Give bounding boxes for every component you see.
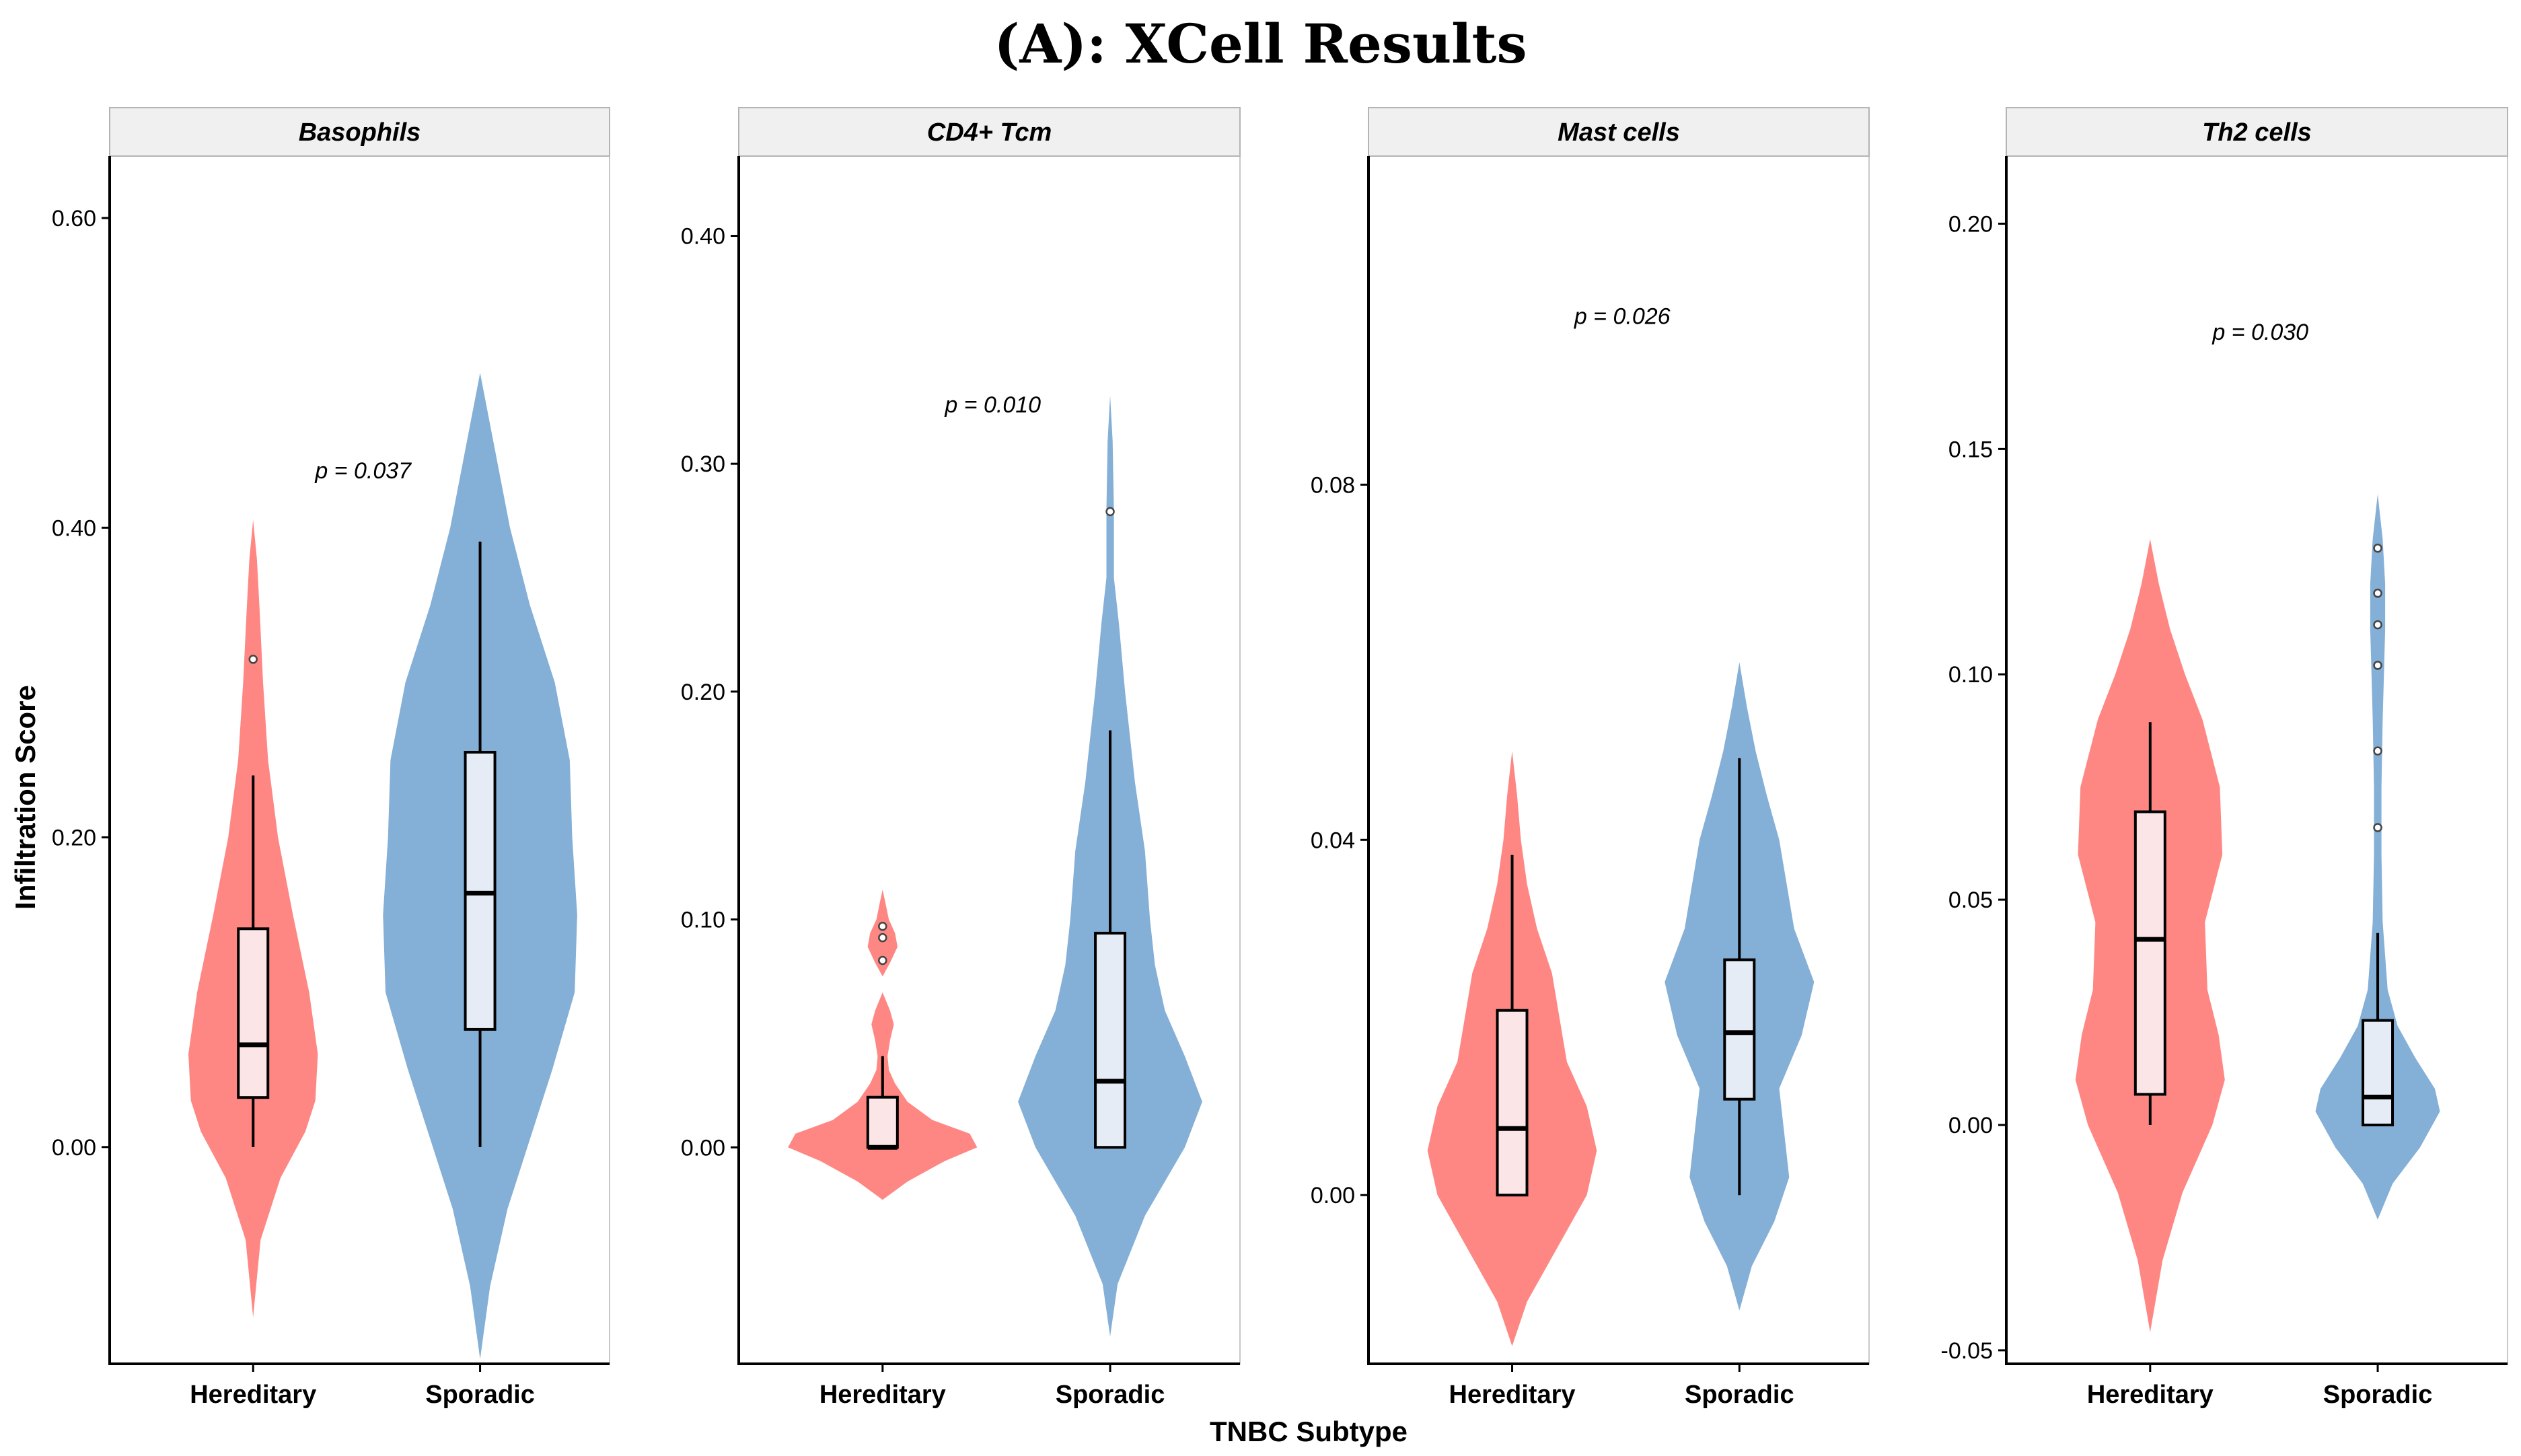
outlier-point xyxy=(2373,588,2382,598)
outlier-point xyxy=(2373,823,2382,832)
violin-sporadic xyxy=(2315,494,2440,1220)
box-hereditary xyxy=(866,1095,899,1149)
outlier-point xyxy=(878,933,887,943)
x-tick-label: Hereditary xyxy=(2087,1381,2214,1409)
y-tick-label: 0.10 xyxy=(681,908,725,933)
y-tick-label: 0.20 xyxy=(681,680,725,705)
panel-3: Th2 cells p = 0.030 -0.05 0.00 0.05 0.10 0.15 0… xyxy=(1941,107,2508,1409)
x-axis-title: TNBC Subtype xyxy=(1210,1416,1408,1447)
y-tick-label: 0.00 xyxy=(681,1135,725,1161)
y-axis-title: Infiltration Score xyxy=(9,685,41,910)
outlier-point xyxy=(878,921,887,931)
y-tick-label: 0.30 xyxy=(681,451,725,477)
violin-hereditary xyxy=(788,889,978,1200)
box-sporadic xyxy=(1094,931,1127,1149)
facet-strip xyxy=(109,107,610,157)
outlier-point xyxy=(248,655,258,664)
facet-strip xyxy=(738,107,1241,157)
p-value-label: p = 0.010 xyxy=(944,392,1041,418)
p-value-label: p = 0.037 xyxy=(314,458,412,484)
y-tick-label: 0.20 xyxy=(52,826,96,851)
facet-strip xyxy=(2006,107,2508,157)
facet-strip-label: Basophils xyxy=(299,118,421,147)
y-tick-label: 0.00 xyxy=(1948,1113,1993,1138)
x-tick-label: Sporadic xyxy=(1685,1381,1794,1409)
y-tick-label: 0.00 xyxy=(52,1135,96,1161)
outlier-point xyxy=(2373,661,2382,670)
outlier-point xyxy=(1105,507,1115,517)
box-hereditary xyxy=(237,927,270,1099)
y-tick-label: 0.08 xyxy=(1311,472,1355,498)
box-hereditary xyxy=(2133,810,2166,1096)
box-sporadic xyxy=(1723,958,1756,1101)
x-tick-label: Sporadic xyxy=(2323,1381,2433,1409)
y-tick-label: 0.05 xyxy=(1948,887,1993,913)
x-tick-label: Hereditary xyxy=(1449,1381,1576,1409)
y-tick-label: 0.10 xyxy=(1948,662,1993,688)
y-tick-label: 0.00 xyxy=(1311,1183,1355,1208)
facet-strip-label: CD4+ Tcm xyxy=(927,118,1052,147)
outlier-point xyxy=(2373,620,2382,630)
box-sporadic xyxy=(2362,1019,2395,1127)
y-tick-label: 0.60 xyxy=(52,206,96,231)
panel-2: Mast cells p = 0.026 0.00 0.04 0.08 Hereditar… xyxy=(1311,107,1870,1409)
outlier-point xyxy=(2373,543,2382,553)
panel-0: Basophils p = 0.037 0.00 0.20 0.40 0.60 Heredi… xyxy=(52,107,610,1409)
x-tick-label: Hereditary xyxy=(190,1381,316,1409)
facet-strip-label: Mast cells xyxy=(1558,118,1680,147)
figure-title: (A): XCell Results xyxy=(994,12,1527,75)
y-tick-label: 0.20 xyxy=(1948,211,1993,237)
facet-strip xyxy=(1368,107,1870,157)
x-tick-label: Sporadic xyxy=(1056,1381,1165,1409)
y-tick-label: 0.40 xyxy=(681,224,725,250)
y-tick-label: -0.05 xyxy=(1941,1338,1994,1364)
outlier-point xyxy=(2373,746,2382,756)
p-value-label: p = 0.030 xyxy=(2212,320,2308,345)
box-hereditary xyxy=(1496,1009,1529,1197)
facet-strip-label: Th2 cells xyxy=(2202,118,2312,147)
x-tick-label: Hereditary xyxy=(819,1381,946,1409)
x-tick-label: Sporadic xyxy=(425,1381,535,1409)
panel-frame xyxy=(738,155,1241,1364)
outlier-point xyxy=(878,955,887,966)
p-value-label: p = 0.026 xyxy=(1574,304,1671,330)
y-tick-label: 0.40 xyxy=(52,515,96,541)
panel-1: CD4+ Tcm p = 0.010 0.00 0.10 0.20 0.30 0.40 Her… xyxy=(681,107,1241,1409)
y-tick-label: 0.04 xyxy=(1311,828,1355,853)
y-tick-label: 0.15 xyxy=(1948,437,1993,462)
